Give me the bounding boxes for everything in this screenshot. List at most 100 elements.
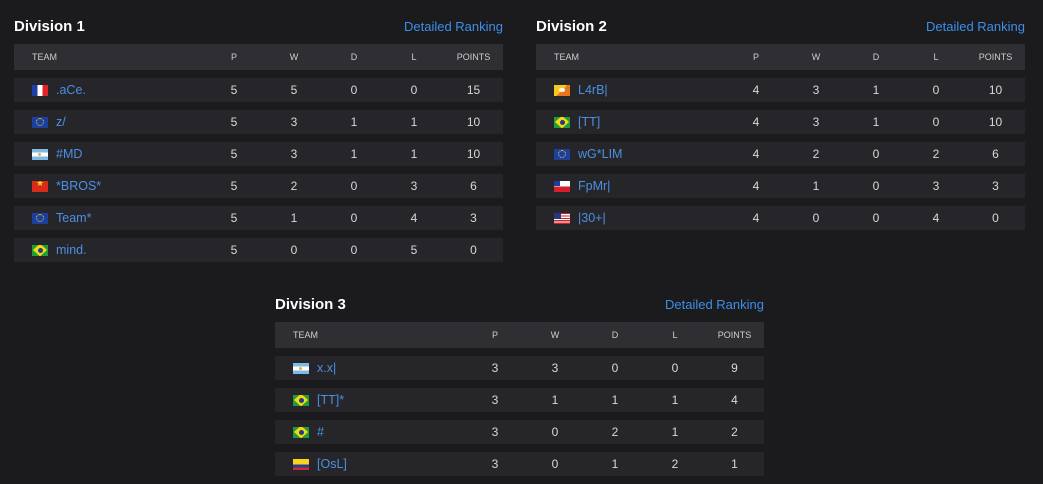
wins-cell: 3 bbox=[290, 115, 298, 129]
column-header-draws: D bbox=[350, 52, 358, 62]
division-header: Division 1 Detailed Ranking bbox=[14, 18, 503, 42]
detailed-ranking-link[interactable]: Detailed Ranking bbox=[925, 19, 1025, 34]
played-cell: 3 bbox=[491, 361, 499, 375]
team-name-link[interactable]: [OsL] bbox=[317, 457, 347, 471]
points-cell: 10 bbox=[988, 115, 1003, 129]
wins-cell: 3 bbox=[812, 115, 820, 129]
team-name-link[interactable]: *BROS* bbox=[56, 179, 102, 193]
wins-cell: 0 bbox=[812, 211, 820, 225]
wins-cell: 1 bbox=[812, 179, 820, 193]
draws-cell: 1 bbox=[350, 115, 358, 129]
team-cell: L4rB| bbox=[536, 83, 726, 97]
flag-br-icon bbox=[32, 244, 48, 256]
table-row: z/5 3 1 1 10 bbox=[14, 110, 503, 134]
team-cell: *BROS* bbox=[14, 179, 204, 193]
losses-cell: 2 bbox=[671, 457, 679, 471]
team-name-link[interactable]: #MD bbox=[56, 147, 83, 161]
column-header-losses: L bbox=[933, 52, 939, 62]
points-cell: 3 bbox=[992, 179, 999, 193]
played-cell: 5 bbox=[230, 211, 238, 225]
team-name-link[interactable]: wG*LIM bbox=[578, 147, 623, 161]
wins-cell: 2 bbox=[812, 147, 820, 161]
points-cell: 10 bbox=[466, 147, 481, 161]
table-header-row: TEAM P W D L POINTS bbox=[275, 322, 764, 348]
column-header-played: P bbox=[491, 330, 498, 340]
losses-cell: 5 bbox=[410, 243, 418, 257]
team-cell: [TT] bbox=[536, 115, 726, 129]
draws-cell: 2 bbox=[611, 425, 619, 439]
points-cell: 6 bbox=[470, 179, 477, 193]
wins-cell: 0 bbox=[290, 243, 298, 257]
column-header-team: TEAM bbox=[293, 330, 319, 340]
detailed-ranking-link[interactable]: Detailed Ranking bbox=[403, 19, 503, 34]
played-cell: 4 bbox=[752, 83, 760, 97]
team-name-link[interactable]: z/ bbox=[56, 115, 66, 129]
losses-cell: 3 bbox=[410, 179, 418, 193]
division-title: Division 2 bbox=[536, 18, 607, 35]
draws-cell: 0 bbox=[611, 361, 619, 375]
table-row: FpMr| 4 1 0 3 3 bbox=[536, 174, 1025, 198]
wins-cell: 1 bbox=[551, 393, 559, 407]
losses-cell: 4 bbox=[932, 211, 940, 225]
played-cell: 5 bbox=[230, 147, 238, 161]
column-header-points: POINTS bbox=[456, 52, 491, 62]
played-cell: 5 bbox=[230, 179, 238, 193]
table-row: #3 0 2 1 2 bbox=[275, 420, 764, 444]
played-cell: 3 bbox=[491, 457, 499, 471]
table-row: .aCe. 5 5 0 0 15 bbox=[14, 78, 503, 102]
team-cell: # bbox=[275, 425, 465, 439]
wins-cell: 5 bbox=[290, 83, 298, 97]
points-cell: 10 bbox=[988, 83, 1003, 97]
team-name-link[interactable]: mind. bbox=[56, 243, 87, 257]
team-name-link[interactable]: FpMr| bbox=[578, 179, 611, 193]
played-cell: 4 bbox=[752, 179, 760, 193]
points-cell: 0 bbox=[992, 211, 999, 225]
wins-cell: 0 bbox=[551, 425, 559, 439]
draws-cell: 0 bbox=[350, 179, 358, 193]
team-name-link[interactable]: # bbox=[317, 425, 324, 439]
played-cell: 5 bbox=[230, 83, 238, 97]
division-2-panel: Division 2 Detailed Ranking TEAM P W D L POINTS… bbox=[536, 18, 1025, 230]
team-name-link[interactable]: |30+| bbox=[578, 211, 606, 225]
table-row: Team* 5 1 0 4 3 bbox=[14, 206, 503, 230]
detailed-ranking-link[interactable]: Detailed Ranking bbox=[664, 297, 764, 312]
points-cell: 9 bbox=[731, 361, 738, 375]
team-name-link[interactable]: Team* bbox=[56, 211, 92, 225]
team-name-link[interactable]: .aCe. bbox=[56, 83, 86, 97]
played-cell: 3 bbox=[491, 393, 499, 407]
team-name-link[interactable]: [TT]* bbox=[317, 393, 345, 407]
points-cell: 0 bbox=[470, 243, 477, 257]
table-row: *BROS* 5 2 0 3 6 bbox=[14, 174, 503, 198]
column-header-wins: W bbox=[550, 330, 560, 340]
draws-cell: 1 bbox=[611, 457, 619, 471]
wins-cell: 0 bbox=[551, 457, 559, 471]
column-header-played: P bbox=[752, 52, 759, 62]
losses-cell: 0 bbox=[671, 361, 679, 375]
draws-cell: 0 bbox=[350, 83, 358, 97]
flag-co-icon bbox=[293, 458, 309, 470]
losses-cell: 1 bbox=[410, 147, 418, 161]
column-header-losses: L bbox=[411, 52, 417, 62]
team-name-link[interactable]: L4rB| bbox=[578, 83, 608, 97]
flag-br-icon bbox=[554, 116, 570, 128]
division-title: Division 1 bbox=[14, 18, 85, 35]
column-header-played: P bbox=[230, 52, 237, 62]
division-header: Division 2 Detailed Ranking bbox=[536, 18, 1025, 42]
table-header-row: TEAM P W D L POINTS bbox=[536, 44, 1025, 70]
wins-cell: 1 bbox=[290, 211, 298, 225]
losses-cell: 1 bbox=[410, 115, 418, 129]
played-cell: 4 bbox=[752, 211, 760, 225]
column-header-draws: D bbox=[872, 52, 880, 62]
played-cell: 4 bbox=[752, 147, 760, 161]
team-name-link[interactable]: x.x| bbox=[317, 361, 337, 375]
flag-fr-icon bbox=[32, 84, 48, 96]
column-header-team: TEAM bbox=[554, 52, 580, 62]
team-cell: x.x| bbox=[275, 361, 465, 375]
draws-cell: 1 bbox=[872, 83, 880, 97]
losses-cell: 0 bbox=[932, 115, 940, 129]
table-row: [TT] 4 3 1 0 10 bbox=[536, 110, 1025, 134]
losses-cell: 1 bbox=[671, 425, 679, 439]
wins-cell: 3 bbox=[812, 83, 820, 97]
team-name-link[interactable]: [TT] bbox=[578, 115, 601, 129]
column-header-points: POINTS bbox=[717, 330, 752, 340]
